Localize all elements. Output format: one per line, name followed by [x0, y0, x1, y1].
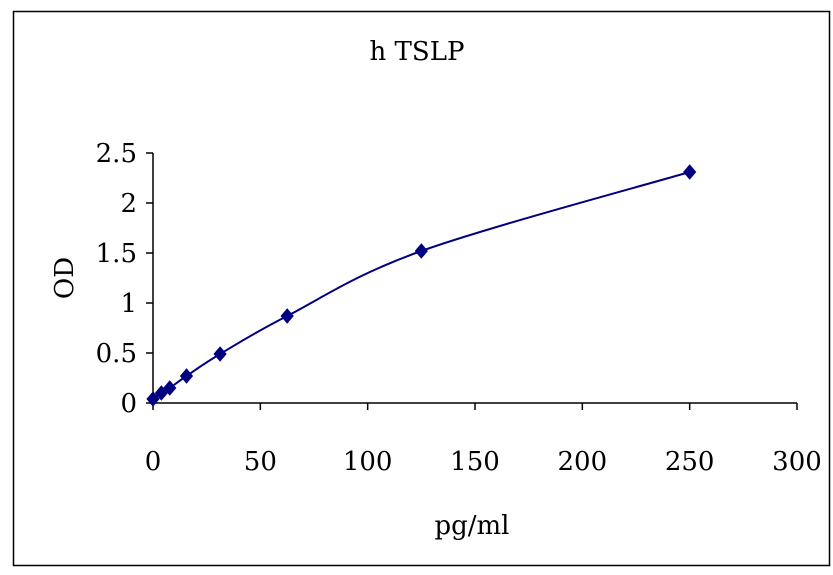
y-tick-label: 2 — [120, 189, 137, 219]
x-tick-label: 250 — [665, 447, 715, 477]
chart-border — [12, 10, 831, 567]
data-point — [179, 368, 194, 384]
x-tick-label: 50 — [244, 447, 277, 477]
data-point — [213, 346, 227, 362]
x-tick-label: 300 — [772, 447, 822, 477]
y-axis-title: OD — [50, 257, 80, 299]
data-point — [414, 243, 428, 259]
y-tick-label: 0 — [120, 389, 137, 419]
series-layer — [146, 164, 697, 407]
data-point — [163, 380, 177, 396]
data-point — [154, 385, 168, 401]
y-tick-label: 1 — [120, 289, 137, 319]
x-tick-label: 100 — [343, 447, 393, 477]
data-point — [280, 308, 294, 324]
x-tick-label: 200 — [558, 447, 608, 477]
data-point — [683, 164, 697, 180]
y-tick-label: 0.5 — [96, 339, 137, 369]
x-ticks: 0 50 100 150 200 250 300 — [145, 403, 822, 477]
y-tick-label: 2.5 — [96, 139, 137, 169]
y-tick-label: 1.5 — [96, 239, 137, 269]
chart-title: h TSLP — [370, 37, 465, 67]
data-point — [146, 391, 160, 407]
x-axis-title: pg/ml — [434, 511, 509, 541]
x-tick-label: 0 — [145, 447, 162, 477]
x-tick-label: 150 — [450, 447, 500, 477]
y-ticks: 0 0.5 1 1.5 2 2.5 — [96, 139, 153, 419]
